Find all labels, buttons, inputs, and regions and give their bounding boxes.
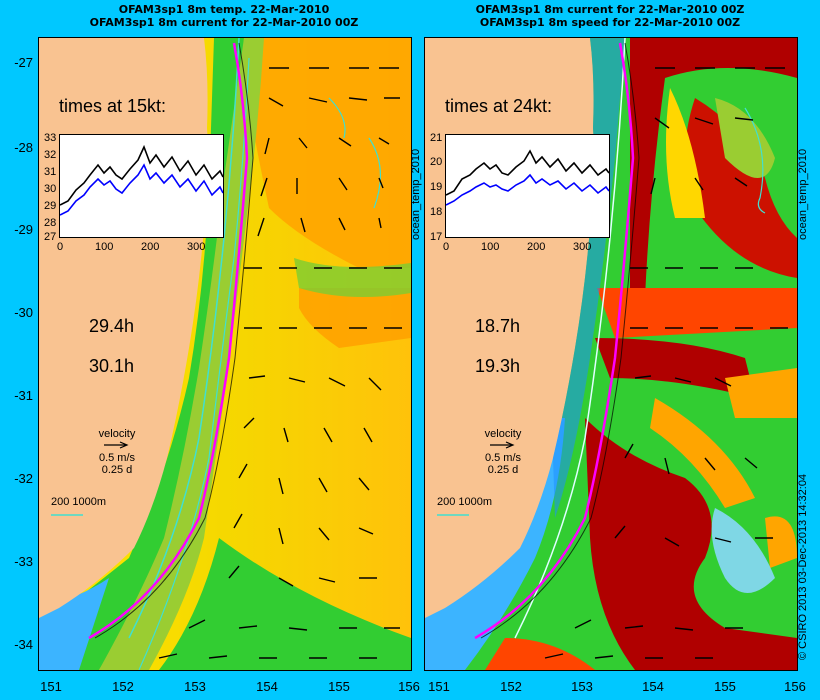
- right-inset-plot: [445, 134, 610, 238]
- lon-tick-left: 151: [40, 679, 62, 694]
- left-inset-xtick: 200: [141, 241, 160, 253]
- lon-tick-left: 154: [256, 679, 278, 694]
- lon-tick-left: 155: [328, 679, 350, 694]
- left-inset-xtick: 100: [95, 241, 114, 253]
- lon-tick-left: 152: [112, 679, 134, 694]
- left-times-values: 29.4h 30.1h: [59, 296, 166, 396]
- left-map: times at 15kt: best standard 29.4h 30.1h…: [38, 37, 412, 671]
- footer-credit: © CSIRO 2013 03-Dec-2013 14:32:04: [797, 473, 809, 660]
- right-inset-ytick: 19: [430, 181, 443, 193]
- left-inset-plot: [59, 134, 224, 238]
- right-title-line2: OFAM3sp1 8m speed for 22-Mar-2010 00Z: [479, 16, 741, 29]
- left-side-label: ocean_temp_2010: [410, 148, 422, 240]
- right-side-label: ocean_temp_2010: [797, 148, 809, 240]
- left-inset-ytick: 29: [44, 200, 57, 212]
- left-velocity-legend: velocity 0.5 m/s 0.25 d: [77, 428, 157, 476]
- left-best-value: 29.4h: [89, 316, 135, 336]
- right-velocity-label: velocity: [484, 428, 522, 440]
- left-series-best: [59, 163, 224, 216]
- right-velocity-arrow-icon: [490, 441, 515, 449]
- right-inset-xtick: 200: [527, 241, 546, 253]
- lon-tick-right: 154: [642, 679, 664, 694]
- left-inset-ytick: 30: [44, 183, 57, 195]
- right-isobath-label: 200 1000m: [437, 496, 493, 508]
- right-standard-value: 19.3h: [475, 356, 521, 376]
- right-inset-xtick: 100: [481, 241, 500, 253]
- right-title: OFAM3sp1 8m current for 22-Mar-2010 00Z …: [424, 3, 796, 29]
- right-inset-series: [445, 149, 610, 206]
- right-velocity-time: 0.25 d: [487, 464, 519, 476]
- left-title-line1: OFAM3sp1 8m temp. 22-Mar-2010: [118, 3, 330, 16]
- right-velocity-legend: velocity 0.5 m/s 0.25 d: [463, 428, 543, 476]
- right-series-standard: [445, 149, 610, 196]
- lat-tick: -28: [14, 140, 33, 155]
- left-inset-xtick: 0: [57, 241, 64, 253]
- left-inset-ytick: 31: [44, 166, 57, 178]
- lat-tick: -27: [14, 55, 33, 70]
- lat-tick: -34: [14, 637, 33, 652]
- right-series-best: [445, 173, 610, 206]
- lon-tick-right: 153: [571, 679, 593, 694]
- left-inset-xtick: 300: [187, 241, 206, 253]
- left-inset-ytick: 32: [44, 149, 57, 161]
- right-map-field: [425, 38, 797, 670]
- left-series-standard: [59, 144, 224, 206]
- right-isobath-line-icon: [437, 514, 469, 516]
- lon-tick-left: 153: [184, 679, 206, 694]
- left-velocity-label: velocity: [98, 428, 136, 440]
- left-inset-ytick: 28: [44, 217, 57, 229]
- left-isobath-line-icon: [51, 514, 83, 516]
- lat-tick: -32: [14, 471, 33, 486]
- left-velocity-time: 0.25 d: [101, 464, 133, 476]
- lon-tick-right: 152: [500, 679, 522, 694]
- left-title-line2: OFAM3sp1 8m current for 22-Mar-2010 00Z: [89, 16, 359, 29]
- lat-tick: -30: [14, 305, 33, 320]
- left-title: OFAM3sp1 8m temp. 22-Mar-2010 OFAM3sp1 8…: [38, 3, 410, 29]
- lon-tick-right: 155: [714, 679, 736, 694]
- left-inset-ytick: 27: [44, 231, 57, 243]
- lat-tick: -33: [14, 554, 33, 569]
- right-inset-ytick: 21: [430, 132, 443, 144]
- left-standard-value: 30.1h: [89, 356, 135, 376]
- right-inset-ytick: 17: [430, 231, 443, 243]
- left-velocity-speed: 0.5 m/s: [98, 452, 136, 464]
- right-times-heading: times at 24kt:: [445, 96, 553, 116]
- right-inset-xtick: 0: [443, 241, 450, 253]
- left-isobath-label: 200 1000m: [51, 496, 107, 508]
- right-map: times at 24kt: best standard 18.7h 19.3h…: [424, 37, 798, 671]
- right-inset-ytick: 20: [430, 156, 443, 168]
- right-title-line1: OFAM3sp1 8m current for 22-Mar-2010 00Z: [475, 3, 745, 16]
- lon-tick-right: 151: [428, 679, 450, 694]
- right-inset-xtick: 300: [573, 241, 592, 253]
- left-velocity-arrow-icon: [104, 441, 129, 449]
- right-times-values: 18.7h 19.3h: [445, 296, 552, 396]
- right-velocity-speed: 0.5 m/s: [484, 452, 522, 464]
- right-isobath-legend: 200 1000m: [437, 496, 492, 520]
- right-inset-ytick: 18: [430, 206, 443, 218]
- lon-tick-right: 156: [784, 679, 806, 694]
- lat-tick: -29: [14, 222, 33, 237]
- lat-tick: -31: [14, 388, 33, 403]
- right-best-value: 18.7h: [475, 316, 521, 336]
- left-isobath-legend: 200 1000m: [51, 496, 106, 520]
- left-times-heading: times at 15kt:: [59, 96, 167, 116]
- left-inset-ytick: 33: [44, 132, 57, 144]
- left-inset-series: [59, 144, 224, 216]
- lon-tick-left: 156: [398, 679, 420, 694]
